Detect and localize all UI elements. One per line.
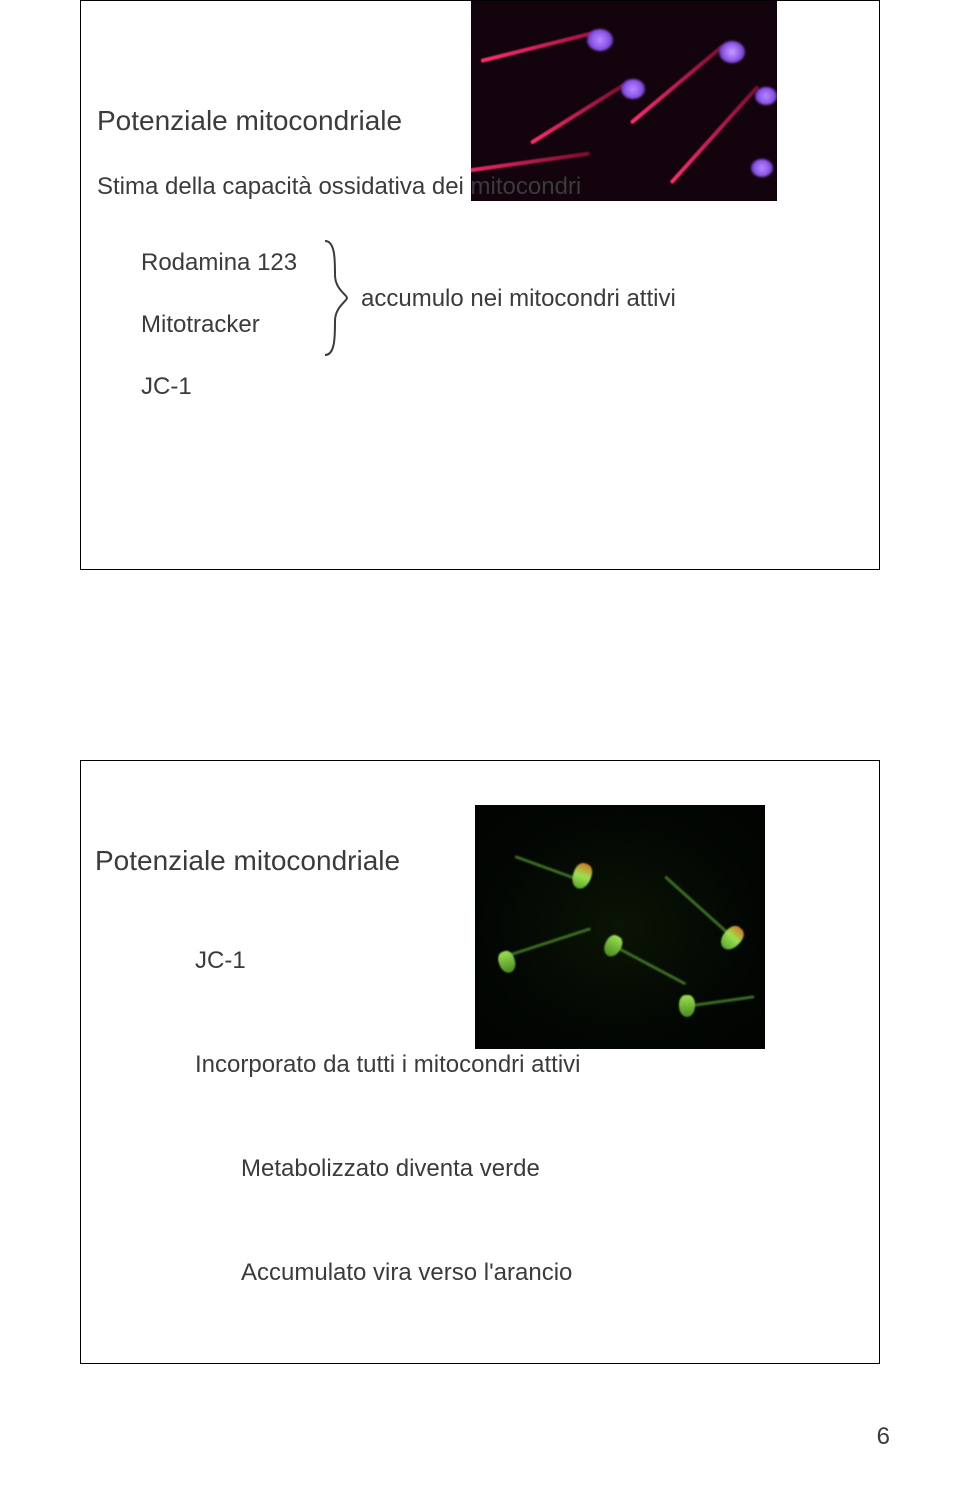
fluorescence-image-top [471,1,777,201]
slide1-item-jc1: JC-1 [141,373,297,401]
slide1-item-mitotracker: Mitotracker [141,311,297,339]
slide1-subtitle: Stima della capacità ossidativa dei mito… [97,173,581,201]
slide2-title: Potenziale mitocondriale [95,845,400,877]
brace-icon [317,239,357,357]
slide-1: Potenziale mitocondriale Stima della cap… [80,0,880,570]
slide1-item-rodamina: Rodamina 123 [141,249,297,277]
slide2-line3: Accumulato vira verso l'arancio [241,1259,572,1287]
slide2-item-jc1: JC-1 [195,947,246,975]
slide1-annotation: accumulo nei mitocondri attivi [361,285,676,313]
slide1-title: Potenziale mitocondriale [97,105,402,137]
slide1-items: Rodamina 123 Mitotracker JC-1 [141,249,297,435]
slide2-line2: Metabolizzato diventa verde [241,1155,540,1183]
slide2-line1: Incorporato da tutti i mitocondri attivi [195,1051,581,1079]
page: Potenziale mitocondriale Stima della cap… [0,0,960,1501]
page-number: 6 [877,1423,890,1451]
fluorescence-image-bottom [475,805,765,1049]
slide-2: Potenziale mitocondriale JC-1 Incorporat… [80,760,880,1364]
